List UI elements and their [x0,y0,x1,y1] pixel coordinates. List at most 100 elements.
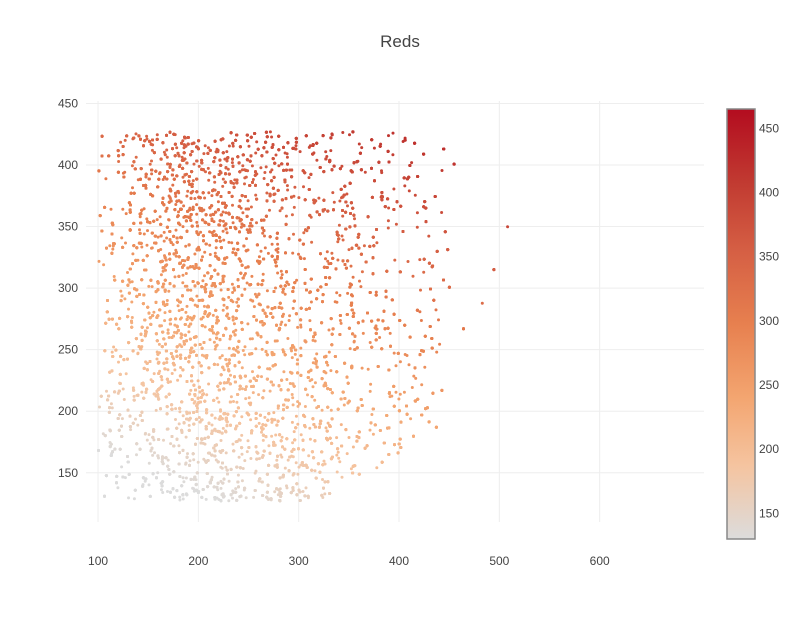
scatter-point [224,451,228,455]
scatter-point [219,439,223,442]
scatter-point [185,304,189,308]
scatter-point [165,148,169,152]
scatter-point [360,146,364,150]
scatter-point [338,319,342,322]
scatter-point [177,210,180,214]
scatter-point [296,404,300,408]
scatter-point [243,176,247,180]
scatter-point [264,165,268,169]
scatter-point [166,490,169,493]
scatter-point [290,420,294,424]
scatter-point [240,387,244,391]
scatter-point [181,497,185,501]
chart-title: Reds [380,32,420,51]
scatter-point [292,194,296,198]
scatter-point [174,203,178,206]
scatter-point [341,131,345,134]
scatter-point [299,346,303,350]
scatter-point [145,326,149,330]
scatter-point [292,205,296,209]
scatter-point [249,221,252,225]
scatter-point [270,135,274,139]
scatter-point [283,466,287,470]
scatter-point [284,214,288,218]
scatter-point [280,320,284,324]
scatter-point [184,476,188,480]
scatter-point [134,417,137,421]
scatter-point [291,251,295,255]
scatter-point [304,486,308,490]
scatter-point [427,234,431,238]
scatter-point [338,199,342,203]
scatter-point [222,303,226,307]
scatter-point [262,389,266,393]
scatter-point [311,361,315,365]
scatter-point [176,304,180,308]
scatter-point [412,374,416,378]
scatter-point [327,328,331,332]
scatter-point [196,406,199,410]
scatter-point [261,231,265,235]
scatter-point [362,244,366,248]
scatter-point [415,225,419,229]
scatter-point [329,408,333,412]
scatter-point [244,272,247,275]
scatter-point [186,189,190,193]
scatter-point [397,397,401,401]
scatter-point [191,205,195,209]
scatter-point [189,388,193,392]
scatter-point [423,365,427,369]
scatter-point [235,300,239,304]
scatter-point [214,458,218,462]
scatter-point [282,370,286,374]
scatter-point [120,417,124,421]
scatter-point [261,272,265,276]
scatter-point [175,146,179,150]
scatter-point [166,368,170,372]
scatter-point [244,496,248,500]
scatter-point [360,366,364,370]
scatter-point [336,450,340,454]
scatter-point [243,353,247,357]
scatter-point [119,140,123,144]
scatter-point [221,229,225,233]
scatter-point [187,423,191,427]
scatter-point [221,184,225,188]
scatter-point [345,452,349,456]
scatter-point [406,260,410,263]
scatter-point [207,382,211,386]
scatter-point [161,269,165,273]
scatter-point [276,271,280,275]
scatter-point [351,445,355,449]
scatter-point [293,185,297,189]
scatter-point [160,378,164,382]
scatter-point [250,274,254,278]
scatter-point [230,354,234,357]
scatter-point [277,164,281,168]
scatter-point [165,155,169,159]
scatter-point [310,240,314,244]
scatter-point [410,386,414,389]
scatter-point [221,426,225,430]
scatter-point [159,248,163,251]
scatter-point [414,376,418,380]
scatter-point [243,459,247,463]
scatter-point [232,182,236,185]
scatter-point [184,310,188,314]
scatter-point [411,274,415,278]
scatter-point [105,389,108,393]
scatter-point [363,170,367,174]
scatter-point [219,409,222,413]
scatter-point [246,322,250,326]
scatter-point [415,211,419,215]
scatter-point [251,391,255,395]
scatter-point [392,351,396,355]
scatter-point [192,162,196,166]
scatter-point [127,496,130,500]
scatter-point [323,492,327,496]
scatter-point [435,350,439,354]
scatter-point [335,291,339,295]
scatter-point [247,144,251,148]
scatter-point [313,398,317,402]
scatter-point [240,433,244,437]
